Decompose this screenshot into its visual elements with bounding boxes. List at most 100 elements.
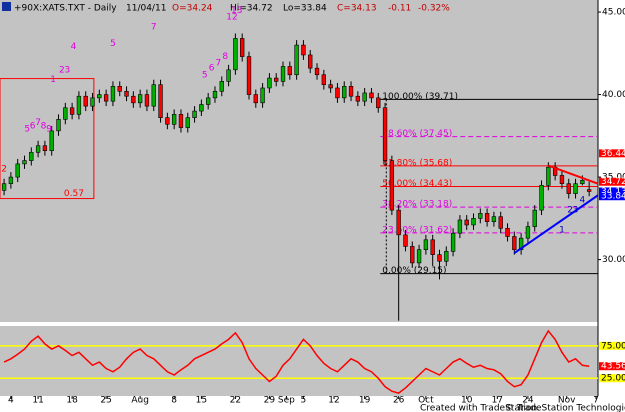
candle-body [110, 86, 116, 102]
candle-body [498, 216, 503, 229]
candle-body [566, 183, 571, 194]
candle-body [396, 209, 401, 236]
candle-body [35, 145, 41, 153]
candle-body [226, 69, 231, 82]
copyright: © TradeStation Technologies, Inc. All ri… [505, 404, 625, 412]
candle-body [131, 95, 136, 104]
candle-body [253, 94, 258, 104]
candle-body [287, 66, 292, 76]
candle-body [321, 74, 327, 85]
candle-body [471, 218, 476, 226]
candle-body [580, 180, 585, 184]
header-date: 11/04/11 [126, 4, 166, 14]
candle-body [267, 77, 272, 89]
candle-body [165, 117, 170, 125]
candle-body [97, 94, 102, 99]
candle-body [328, 84, 333, 89]
candle-body [212, 90, 218, 99]
candle-body [49, 130, 54, 151]
candle-body [559, 175, 565, 184]
level-marker [599, 341, 625, 350]
candle-body [192, 110, 197, 118]
count-label: 7 [151, 22, 157, 32]
count-label: 12 [226, 12, 237, 22]
candle-body [355, 95, 361, 102]
candle-body [246, 56, 252, 95]
candle-body [144, 94, 150, 107]
candle-body [450, 232, 456, 252]
candle-body [369, 92, 374, 99]
candle-body [185, 117, 190, 128]
candle-body [76, 95, 82, 115]
annotation-box [0, 78, 95, 200]
candle-body [308, 54, 313, 69]
fib-label: 0.00% (29.15) [382, 266, 446, 276]
candle-body [464, 219, 469, 226]
candle-body [294, 44, 299, 76]
candle-body [117, 86, 122, 92]
fib-label: 61.80% (35.68) [382, 158, 452, 168]
candle-body [151, 84, 156, 107]
count-label: 13 [231, 6, 242, 16]
x-tick-label: 24 [522, 396, 534, 406]
count-label: 4 [579, 196, 585, 206]
candle-body [15, 163, 20, 178]
count-label: 1 [559, 225, 565, 235]
level-label: 75.00 [601, 341, 625, 351]
candle-body [90, 97, 95, 107]
candle-body [103, 94, 109, 102]
trendline [547, 164, 599, 185]
candle-body [314, 67, 320, 76]
candle-body [430, 239, 435, 255]
y-tick-label: 40.00 [602, 90, 625, 100]
candle-body [63, 107, 68, 120]
indicator-panel [0, 326, 598, 396]
count-label: 7 [216, 59, 222, 69]
price-marker-label: 34.72 [601, 177, 625, 187]
candle-body [29, 152, 34, 161]
icon [2, 2, 11, 11]
level-marker [599, 374, 625, 383]
header-symbol: +90X:XATS.TXT - Daily [14, 4, 117, 14]
candle-body [478, 213, 483, 219]
count-label: 1 [50, 75, 56, 85]
candle-body [199, 104, 204, 112]
header-close: C=34.13 [337, 4, 377, 14]
candle-body [42, 145, 48, 151]
x-tick-label: 5 [301, 396, 307, 406]
candle-body [178, 114, 184, 128]
x-tick-label: 17 [492, 396, 503, 406]
count-label: 5 [110, 39, 116, 49]
x-tick-label: 15 [196, 396, 207, 406]
header-change-pct: -0.32% [418, 4, 450, 14]
x-tick-label: 25 [100, 396, 111, 406]
candle-body [206, 97, 211, 105]
fib-label: 100.00% (39.71) [382, 92, 458, 102]
x-tick-label: Oct [418, 396, 434, 406]
header-high: Hi=34.72 [230, 4, 273, 14]
x-tick-label: Nov [558, 396, 576, 406]
candle-body [444, 251, 449, 262]
candle-body [512, 236, 517, 251]
x-tick-label: 4 [8, 396, 14, 406]
candle-body [260, 87, 265, 104]
count-label: 8 [222, 52, 228, 62]
candle-body [83, 95, 88, 107]
indicator-line [3, 329, 590, 394]
count-label: 2 [59, 65, 65, 75]
candle-body [546, 166, 551, 186]
x-tick-label: 26 [393, 396, 405, 406]
candle-body [389, 160, 395, 211]
price-marker [599, 149, 625, 158]
trendline [513, 194, 599, 254]
credit: Created with TradeStation. [420, 404, 540, 412]
candle-body [274, 77, 279, 82]
x-tick-label: 11 [32, 396, 43, 406]
x-tick-label: 19 [359, 396, 371, 406]
last-marker-label: 43.56 [601, 362, 625, 372]
candle-body [416, 249, 422, 264]
header-open: O=34.24 [172, 4, 213, 14]
candle-body [240, 38, 245, 57]
count-label: 5 [24, 125, 30, 135]
